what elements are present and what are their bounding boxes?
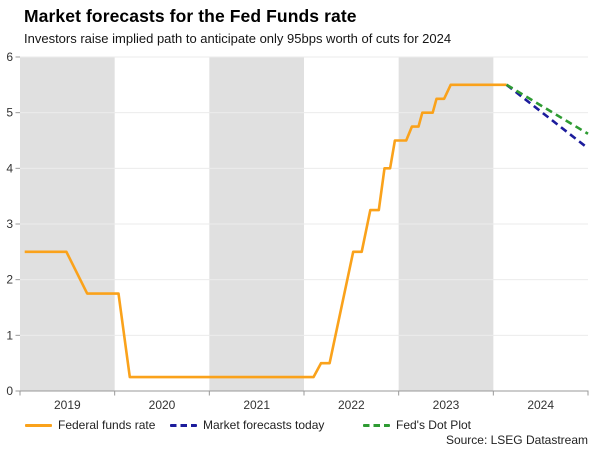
series-line-federal-funds-rate: [24, 83, 507, 379]
y-axis-label: 6: [6, 50, 13, 64]
legend-item-market-forecasts-today: Market forecasts today: [170, 417, 324, 433]
y-axis-label: 5: [6, 106, 13, 120]
x-axis-label: 2022: [338, 398, 365, 412]
y-axis-label: 3: [6, 217, 13, 231]
legend-item-fed-s-dot-plot: Fed's Dot Plot: [363, 417, 471, 433]
x-axis-label: 2019: [54, 398, 81, 412]
x-axis-label: 2023: [433, 398, 460, 412]
legend-label: Federal funds rate: [58, 418, 156, 432]
legend-label: Fed's Dot Plot: [396, 418, 471, 432]
y-axis-label: 0: [6, 384, 13, 398]
legend-item-federal-funds-rate: Federal funds rate: [25, 417, 155, 433]
legend-dashed-line-swatch: [170, 423, 197, 427]
chart-legend: Federal funds rate Market forecasts today…: [0, 417, 600, 433]
y-axis-label: 2: [6, 273, 13, 287]
series-line-fed-s-dot-plot: [505, 83, 589, 135]
x-axis-label: 2024: [527, 398, 554, 412]
x-axis-label: 2021: [243, 398, 270, 412]
series-line-market-forecasts-today: [505, 83, 586, 148]
chart-subtitle: Investors raise implied path to anticipa…: [24, 31, 452, 46]
y-axis-label: 1: [6, 328, 13, 342]
source-credit: Source: LSEG Datastream: [445, 433, 588, 447]
legend-dashed-line-swatch: [363, 423, 390, 427]
y-axis-label: 4: [6, 161, 13, 175]
chart-title: Market forecasts for the Fed Funds rate: [24, 6, 357, 26]
legend-solid-line-swatch: [25, 423, 52, 427]
legend-label: Market forecasts today: [203, 418, 325, 432]
x-axis-label: 2020: [149, 398, 176, 412]
